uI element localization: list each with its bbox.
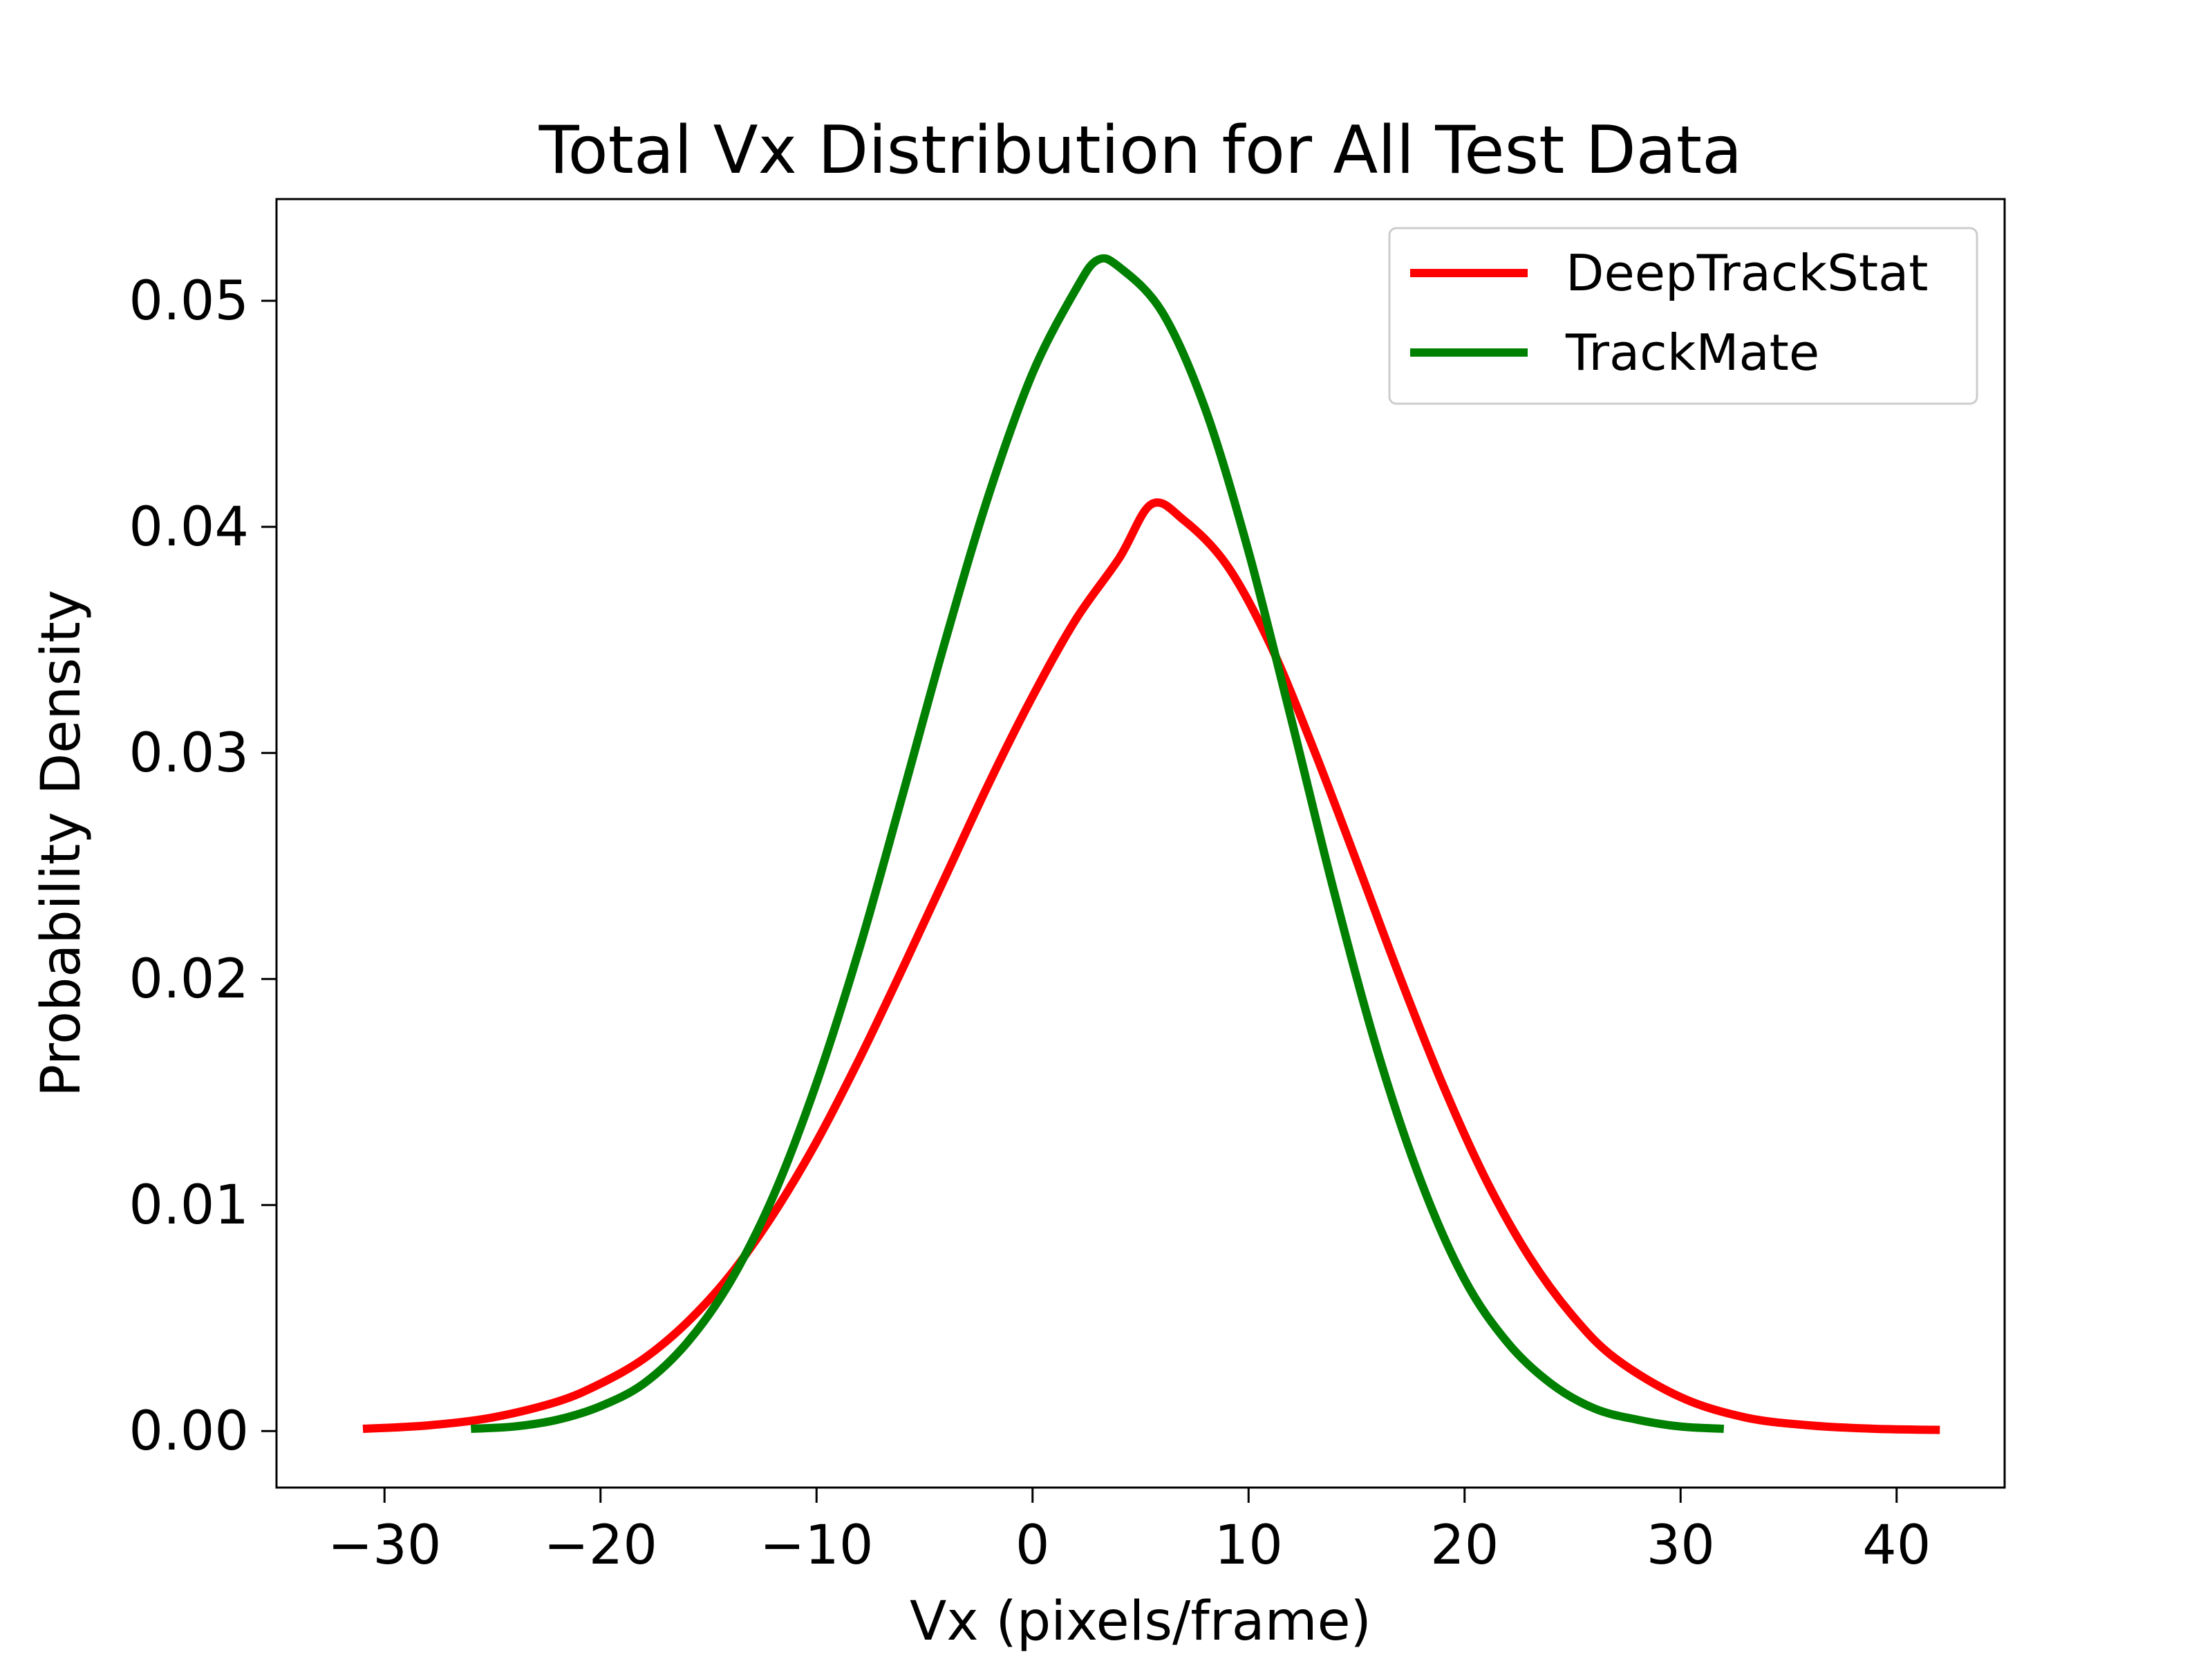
y-tick-label: 0.00	[129, 1400, 249, 1463]
x-tick-label: 0	[1015, 1515, 1050, 1577]
y-tick-label: 0.03	[129, 722, 249, 785]
series-line-trackmate	[470, 254, 1725, 1433]
y-axis-label: Probability Density	[30, 590, 93, 1097]
x-axis-label: Vx (pixels/frame)	[910, 1591, 1371, 1653]
x-tick-label: 20	[1430, 1515, 1499, 1577]
x-tick-label: 40	[1862, 1515, 1931, 1577]
series-group	[362, 254, 1940, 1434]
plot-frame	[275, 198, 2006, 1489]
x-axis: −30 −20 −10 0 10 20 30 40	[328, 1488, 1931, 1577]
y-tick-label: 0.04	[129, 496, 249, 559]
x-tick-label: −20	[543, 1515, 657, 1577]
x-tick-label: 30	[1647, 1515, 1715, 1577]
legend-label-trackmate: TrackMate	[1565, 324, 1819, 382]
legend-frame	[1388, 227, 1978, 405]
y-tick-label: 0.02	[129, 948, 249, 1011]
series-line-deeptrackstat	[362, 498, 1940, 1434]
y-tick-label: 0.01	[129, 1174, 249, 1237]
chart-title: Total Vx Distribution for All Test Data	[538, 113, 1743, 189]
plot-area	[275, 198, 2006, 1489]
legend: DeepTrackStat TrackMate	[1388, 227, 1978, 405]
x-tick-label: −10	[760, 1515, 874, 1577]
y-tick-label: 0.05	[129, 270, 249, 332]
legend-label-deeptrackstat: DeepTrackStat	[1566, 244, 1928, 302]
x-tick-label: −30	[328, 1515, 442, 1577]
y-axis: 0.00 0.01 0.02 0.03 0.04 0.05	[129, 270, 276, 1463]
x-tick-label: 10	[1215, 1515, 1283, 1577]
